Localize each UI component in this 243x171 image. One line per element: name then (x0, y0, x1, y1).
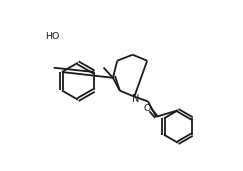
Text: HO: HO (45, 32, 60, 41)
Text: N: N (132, 94, 140, 104)
Text: O: O (143, 104, 151, 113)
